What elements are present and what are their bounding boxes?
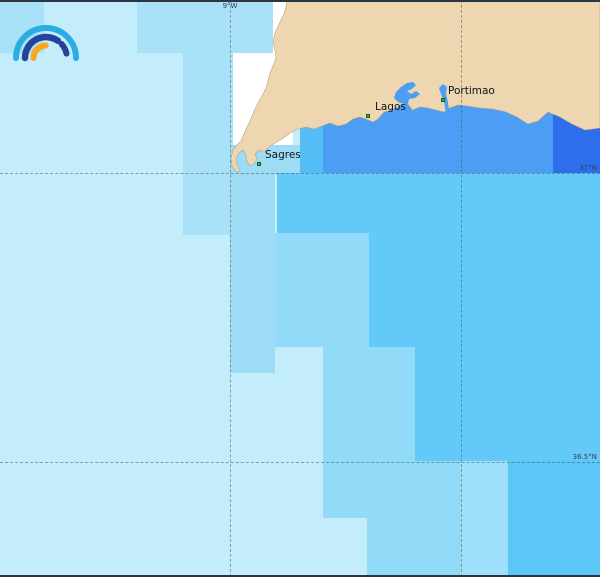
land-portugal [230, 0, 600, 173]
logo-arc-orange [30, 42, 49, 61]
coverage-tile [323, 347, 415, 461]
logo-arc-navy-main [21, 33, 62, 62]
meridian-line [461, 0, 462, 577]
city-dot-icon [366, 114, 370, 118]
city-label: Portimao [448, 85, 495, 97]
coverage-tile [275, 233, 369, 347]
parallel-line [0, 462, 600, 463]
coverage-tile [369, 233, 600, 347]
coverage-tile [183, 53, 233, 235]
coverage-tile [300, 126, 323, 173]
coverage-tile [461, 461, 508, 577]
city-dot-icon [257, 162, 261, 166]
coverage-tile [137, 0, 273, 53]
parallel-line [0, 173, 600, 174]
coverage-tile [508, 461, 600, 577]
logo-arc-outer-cyan [13, 25, 79, 61]
parallel-label: 36.5°N [572, 453, 597, 461]
logo-arc-navy-tail [58, 41, 70, 57]
brand-logo-arcs-icon [13, 25, 79, 62]
estuary-alvor [394, 82, 420, 110]
coverage-tile [277, 173, 600, 233]
city-label: Sagres [265, 149, 301, 161]
meridian-line [230, 0, 231, 577]
coverage-tile [323, 518, 367, 577]
city-label: Lagos [375, 101, 406, 113]
window-edge-bottom [0, 575, 600, 577]
parallel-label: 37°N [579, 164, 597, 172]
window-edge-top [0, 0, 600, 2]
coverage-tile [230, 145, 275, 373]
coverage-tile [415, 347, 600, 461]
city-dot-icon [441, 98, 445, 102]
meridian-label: 9°W [222, 2, 238, 10]
